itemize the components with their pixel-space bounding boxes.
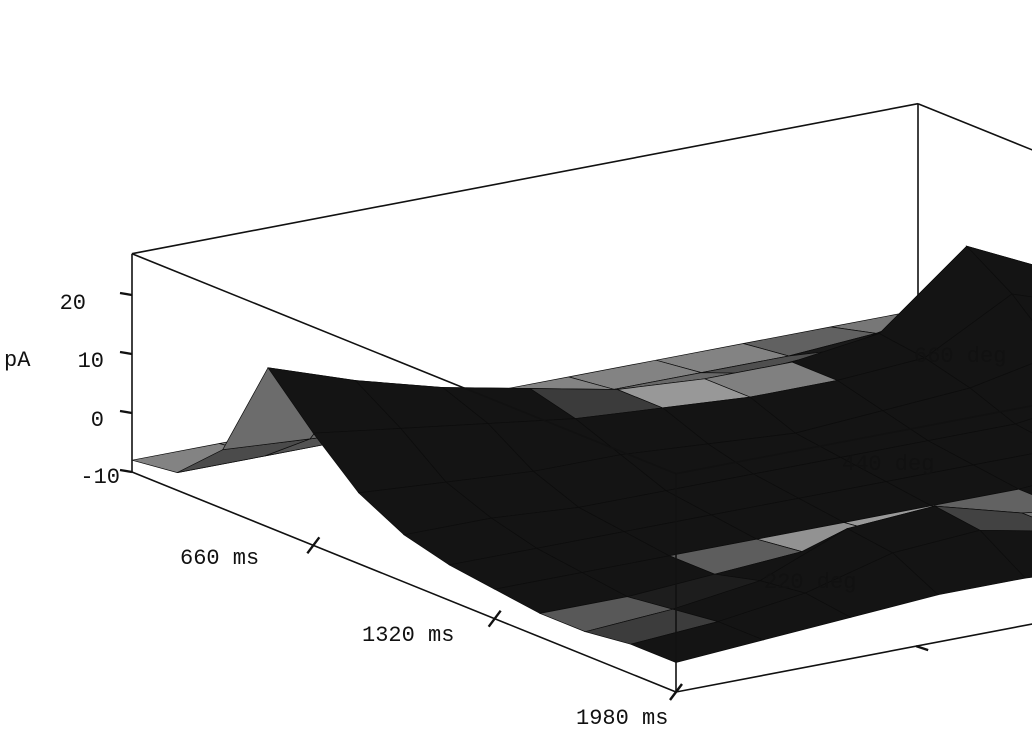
z-axis-label: pA bbox=[4, 348, 31, 373]
y-tick-label-440: 440 deg bbox=[842, 452, 934, 477]
z-tick-label-neg10: -10 bbox=[80, 465, 120, 490]
plot-box-front-edges bbox=[131, 252, 1032, 693]
z-tick-label-0: 0 bbox=[91, 408, 104, 433]
z-tick-label-20: 20 bbox=[60, 291, 86, 316]
box-edge-top-right bbox=[675, 404, 1032, 475]
y-axis-line bbox=[675, 623, 1032, 693]
x-axis-line bbox=[131, 471, 677, 693]
z-tick-mark bbox=[119, 291, 133, 297]
z-tick-mark bbox=[119, 350, 133, 356]
surface-facet bbox=[1017, 485, 1032, 495]
plot-box-back-edges bbox=[131, 102, 1032, 322]
box-edge-top-front bbox=[131, 252, 677, 475]
box-edge-top-back bbox=[917, 102, 1032, 151]
y-tick-label-220: 220 deg bbox=[764, 570, 856, 595]
z-tick-mark bbox=[119, 468, 133, 474]
y-tick-label-660: 660 deg bbox=[914, 344, 1006, 369]
x-tick-mark bbox=[669, 683, 683, 701]
box-edge-top-left bbox=[131, 102, 919, 255]
x-tick-label-1980: 1980 ms bbox=[576, 706, 668, 729]
z-tick-mark bbox=[119, 409, 133, 415]
x-tick-mark bbox=[487, 609, 502, 628]
surface-facet bbox=[1014, 418, 1032, 434]
surface-facet bbox=[629, 621, 765, 663]
z-tick-label-10: 10 bbox=[78, 349, 104, 374]
axis-ticks bbox=[119, 291, 929, 701]
surface-mesh bbox=[131, 245, 1032, 663]
x-tick-label-660: 660 ms bbox=[180, 546, 259, 571]
x-tick-label-1320: 1320 ms bbox=[362, 623, 454, 648]
x-tick-mark bbox=[306, 536, 321, 555]
y-tick-mark bbox=[915, 645, 929, 652]
